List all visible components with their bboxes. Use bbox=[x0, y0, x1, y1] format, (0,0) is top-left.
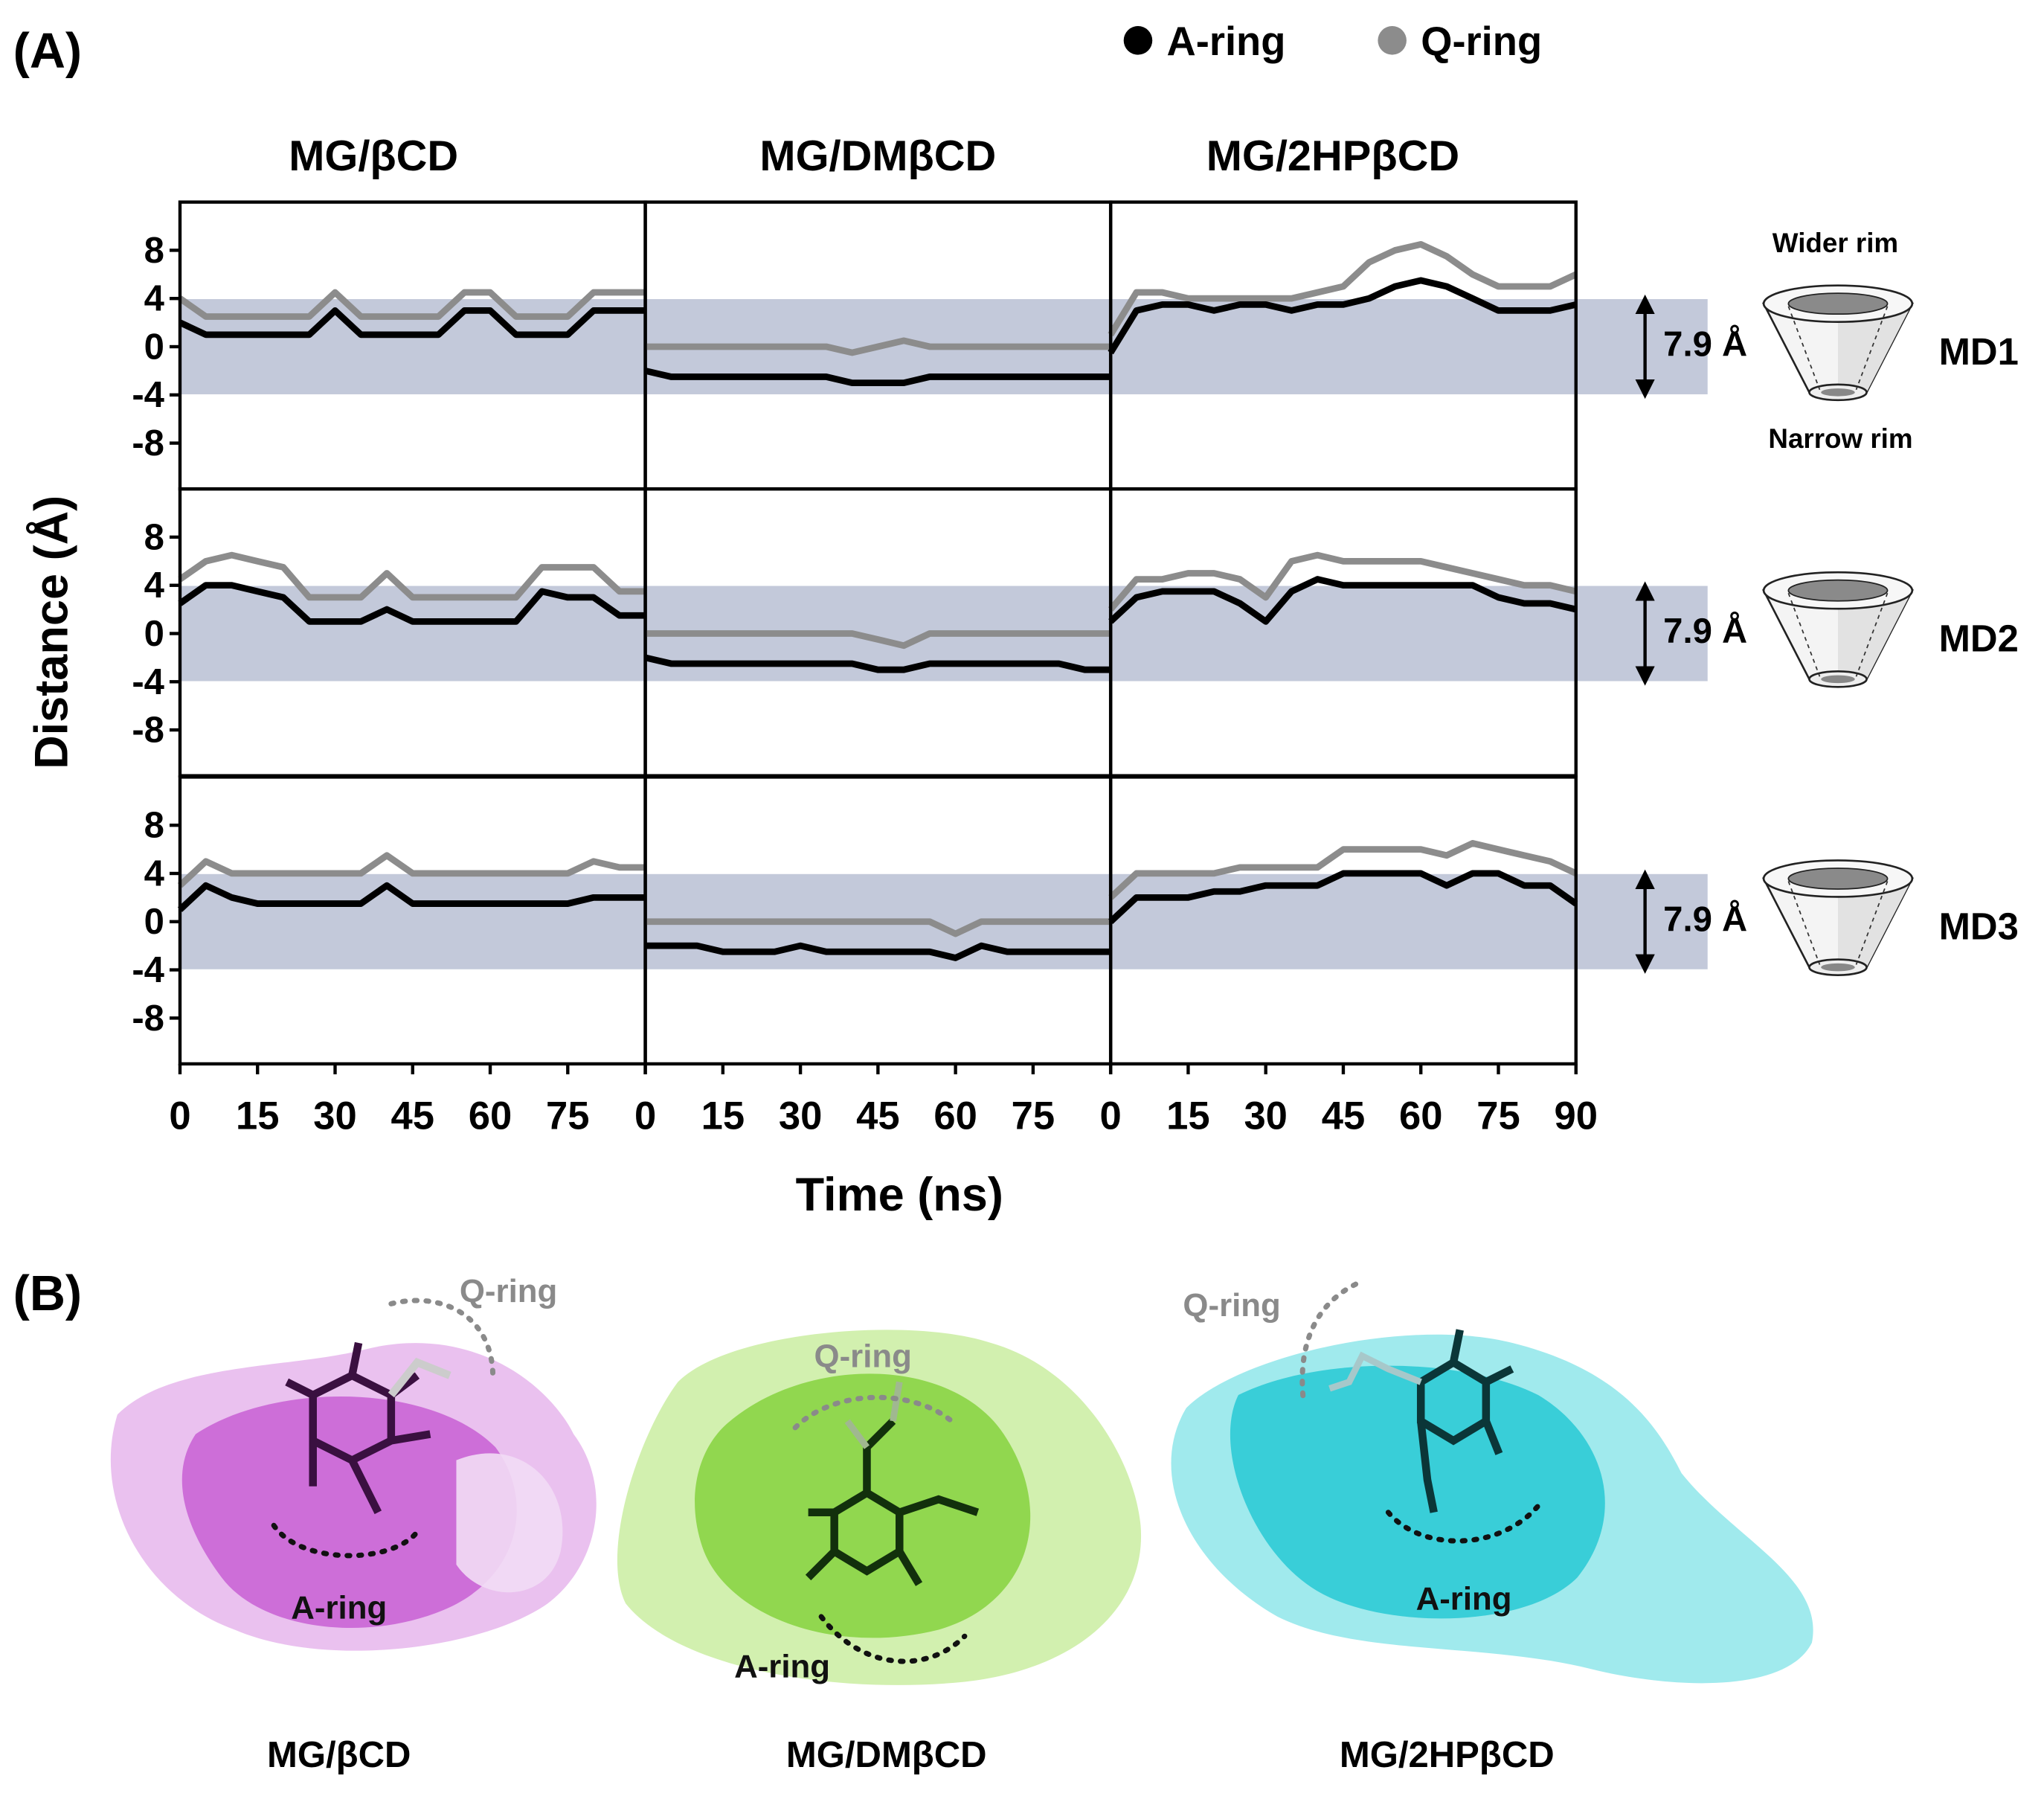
x-tick-label: 0 bbox=[1100, 1094, 1122, 1138]
series-trace bbox=[645, 942, 1111, 961]
rim-label: Narrow rim bbox=[1768, 423, 1912, 454]
y-tick-label: 8 bbox=[144, 231, 164, 271]
y-tick-label: -8 bbox=[132, 998, 164, 1039]
surface-betacd bbox=[110, 1298, 597, 1651]
series-trace bbox=[178, 551, 646, 601]
surface-dmbetacd bbox=[617, 1330, 1142, 1685]
series-trace bbox=[1108, 870, 1578, 924]
cone-icon bbox=[1762, 859, 1914, 976]
x-axis-title: Time (ns) bbox=[796, 1169, 1003, 1221]
x-tick-label: 60 bbox=[933, 1094, 977, 1138]
band-label: 7.9 Å bbox=[1663, 324, 1747, 364]
series-trace bbox=[179, 307, 646, 339]
series-trace bbox=[645, 337, 1111, 356]
series-trace bbox=[644, 654, 1111, 673]
row-label: MD1 bbox=[1939, 330, 2019, 373]
panel-a: A-ring Q-ring MG/βCD MG/DMβCD MG/2HPβCD 7.9 Å… bbox=[25, 19, 2018, 1221]
series-trace bbox=[1108, 241, 1578, 337]
y-axis-title: Distance (Å) bbox=[25, 496, 77, 769]
x-tick-label: 90 bbox=[1555, 1094, 1598, 1138]
series-trace bbox=[1108, 576, 1577, 625]
rim-label: Wider rim bbox=[1773, 228, 1898, 258]
x-tick-label: 45 bbox=[856, 1094, 899, 1138]
y-tick-label: 8 bbox=[144, 806, 164, 846]
series-trace bbox=[177, 882, 646, 912]
ring-label: Q-ring bbox=[814, 1338, 912, 1375]
x-tick-label: 30 bbox=[779, 1094, 822, 1138]
x-tick-label: 15 bbox=[701, 1094, 745, 1138]
column-title: MG/DMβCD bbox=[759, 132, 996, 180]
y-tick-label: 0 bbox=[144, 327, 164, 367]
y-tick-label: -4 bbox=[132, 375, 164, 415]
series-trace bbox=[644, 368, 1111, 387]
y-tick-label: -8 bbox=[132, 423, 164, 464]
column-title: MG/2HPβCD bbox=[1206, 132, 1459, 180]
legend-marker bbox=[1123, 26, 1153, 55]
x-tick-label: 30 bbox=[1244, 1094, 1287, 1138]
x-tick-label: 30 bbox=[313, 1094, 356, 1138]
column-title: MG/βCD bbox=[289, 132, 458, 180]
series-trace bbox=[645, 918, 1111, 937]
x-tick-label: 75 bbox=[546, 1094, 589, 1138]
ring-label: A-ring bbox=[734, 1649, 830, 1685]
ring-label: A-ring bbox=[1416, 1580, 1512, 1617]
x-tick-label: 75 bbox=[1012, 1094, 1055, 1138]
series-trace bbox=[1108, 277, 1577, 355]
cone-icon bbox=[1762, 571, 1914, 688]
series-trace bbox=[178, 289, 646, 320]
x-tick-label: 45 bbox=[1322, 1094, 1365, 1138]
y-tick-label: 4 bbox=[144, 853, 165, 894]
y-tick-label: -4 bbox=[132, 662, 164, 702]
series-trace bbox=[178, 582, 646, 625]
x-tick-label: 0 bbox=[169, 1094, 190, 1138]
series-trace bbox=[177, 852, 646, 888]
complex-title: MG/2HPβCD bbox=[1340, 1735, 1555, 1775]
x-tick-label: 45 bbox=[391, 1094, 434, 1138]
x-tick-label: 60 bbox=[1399, 1094, 1442, 1138]
band-label: 7.9 Å bbox=[1663, 611, 1747, 651]
y-tick-label: 8 bbox=[144, 517, 164, 557]
legend-label: A-ring bbox=[1167, 19, 1286, 64]
ring-label: Q-ring bbox=[460, 1273, 557, 1309]
ring-label: Q-ring bbox=[1183, 1287, 1280, 1324]
ring-label: A-ring bbox=[291, 1590, 387, 1626]
series-trace bbox=[1108, 551, 1577, 612]
x-tick-label: 60 bbox=[469, 1094, 512, 1138]
x-tick-label: 75 bbox=[1476, 1094, 1520, 1138]
series-trace bbox=[645, 630, 1111, 650]
complex-title: MG/βCD bbox=[267, 1735, 411, 1775]
row-label: MD2 bbox=[1939, 617, 2019, 659]
legend-marker bbox=[1378, 26, 1407, 55]
legend-label: Q-ring bbox=[1421, 19, 1542, 64]
x-tick-label: 15 bbox=[236, 1094, 279, 1138]
y-tick-label: 0 bbox=[144, 614, 164, 654]
x-tick-label: 15 bbox=[1166, 1094, 1209, 1138]
band-label: 7.9 Å bbox=[1663, 899, 1747, 939]
surface-2hpbetacd bbox=[1171, 1281, 1813, 1684]
complex-title: MG/DMβCD bbox=[786, 1735, 987, 1775]
y-tick-label: 4 bbox=[144, 565, 165, 606]
x-tick-label: 0 bbox=[634, 1094, 656, 1138]
y-tick-label: 4 bbox=[144, 279, 165, 319]
panel-label: (A) bbox=[13, 24, 82, 79]
series-trace bbox=[1108, 840, 1578, 900]
row-label: MD3 bbox=[1939, 905, 2019, 948]
y-tick-label: -8 bbox=[132, 711, 164, 751]
cone-icon bbox=[1762, 284, 1914, 402]
y-tick-label: 0 bbox=[144, 902, 164, 942]
panel-label: (B) bbox=[13, 1266, 82, 1321]
y-tick-label: -4 bbox=[132, 950, 164, 990]
